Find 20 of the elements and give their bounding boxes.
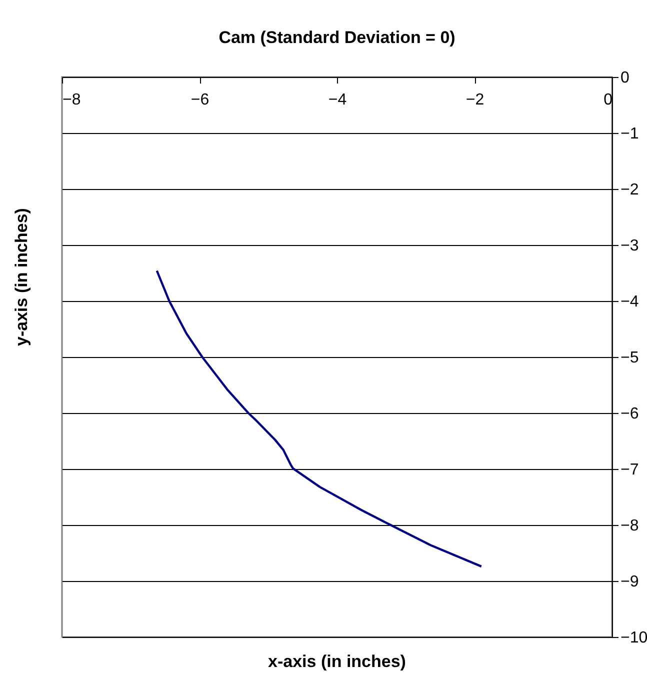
y-tick-label: −5	[620, 350, 639, 366]
y-tick-label: −10	[620, 630, 647, 646]
y-tick-label: −7	[620, 462, 639, 478]
chart-title: Cam (Standard Deviation = 0)	[218, 28, 456, 47]
y-tick-label: −3	[620, 238, 639, 254]
y-tick-label: −4	[620, 294, 639, 310]
x-tick-label: −4	[328, 92, 347, 108]
y-tick-label: −8	[620, 518, 639, 534]
y-axis-title: y-axis (in inches)	[12, 208, 31, 346]
x-tick-label: −2	[466, 92, 484, 108]
x-tick-label: −8	[62, 92, 81, 108]
y-tick-label: −1	[620, 126, 639, 142]
y-tick-label: −9	[620, 574, 639, 590]
x-axis-title: x-axis (in inches)	[268, 652, 406, 671]
y-tick-label: 0	[620, 70, 630, 86]
line-series	[156, 270, 482, 568]
y-tick-label: −2	[620, 182, 639, 198]
y-tick-label: −6	[620, 406, 639, 422]
x-tick-label: 0	[604, 92, 613, 108]
x-tick-label: −6	[190, 92, 210, 108]
